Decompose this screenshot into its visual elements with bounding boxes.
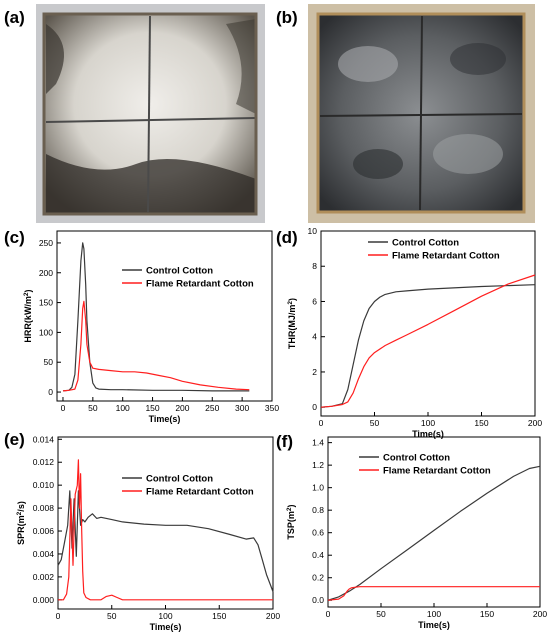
x-tick-label-f: 150 — [480, 609, 494, 619]
x-tick-label-c: 150 — [145, 403, 159, 413]
chart-e: 0 50 100 150 200 0.000 0.002 0.004 0.006 0.008 0.0… — [16, 434, 281, 632]
x-tick-label-c: 0 — [61, 403, 66, 413]
x-tick-label-d: 50 — [370, 418, 380, 428]
x-tick-label-e: 0 — [56, 611, 61, 621]
panel-label-f: (f) — [276, 432, 293, 451]
x-tick-label-c: 300 — [235, 403, 249, 413]
y-tick-label-f: 1.4 — [312, 438, 324, 448]
series-line-c-flame-retardant — [62, 300, 250, 392]
panel-label-c: (c) — [4, 228, 25, 247]
y-tick-label-f: 1.2 — [312, 460, 324, 470]
x-tick-label-d: 0 — [319, 418, 324, 428]
x-axis-title-c: Time(s) — [149, 414, 181, 424]
x-tick-label-d: 200 — [528, 418, 542, 428]
y-tick-label-e: 0.010 — [33, 480, 55, 490]
y-axis-title-d: THR(MJ/m2) — [287, 298, 298, 349]
x-tick-label-d: 150 — [474, 418, 488, 428]
series-line-e-flame-retardant — [58, 459, 273, 601]
x-tick-label-c: 50 — [88, 403, 98, 413]
x-tick-label-f: 0 — [326, 609, 331, 619]
x-tick-label-f: 50 — [376, 609, 386, 619]
series-line-d-control — [320, 284, 536, 408]
y-tick-label-c: 50 — [44, 357, 54, 367]
y-tick-label-f: 0.6 — [312, 528, 324, 538]
x-axis-title-d: Time(s) — [412, 429, 444, 439]
y-tick-label-e: 0.008 — [33, 503, 55, 513]
y-tick-label-d: 10 — [308, 226, 318, 236]
plot-frame-e — [57, 436, 274, 610]
y-tick-label-d: 2 — [312, 367, 317, 377]
legend-label-c-0: Control Cotton — [146, 266, 213, 277]
y-tick-label-f: 0.8 — [312, 505, 324, 515]
legend-label-e-0: Control Cotton — [146, 474, 213, 485]
series-line-f-flame-retardant — [327, 586, 540, 601]
x-tick-label-e: 150 — [212, 611, 226, 621]
y-tick-label-f: 0.2 — [312, 573, 324, 583]
y-tick-label-c: 100 — [39, 327, 53, 337]
y-tick-label-e: 0.002 — [33, 572, 55, 582]
y-tick-label-d: 8 — [312, 261, 317, 271]
y-tick-label-c: 200 — [39, 268, 53, 278]
y-tick-label-f: 1.0 — [312, 483, 324, 493]
x-tick-label-c: 250 — [205, 403, 219, 413]
y-tick-label-f: 0.0 — [312, 595, 324, 605]
x-axis-title-e: Time(s) — [150, 622, 182, 632]
legend-label-e-1: Flame Retardant Cotton — [146, 487, 254, 498]
y-axis-title-e: SPR(m2/s) — [16, 501, 27, 545]
y-tick-label-e: 0.012 — [33, 457, 55, 467]
y-axis-title-f: TSP(m2) — [286, 504, 297, 539]
y-tick-label-e: 0.004 — [33, 549, 55, 559]
panel-label-a: (a) — [4, 8, 25, 27]
x-tick-label-f: 100 — [427, 609, 441, 619]
y-tick-label-c: 150 — [39, 298, 53, 308]
flame-retardant-cotton-residue-photo — [308, 4, 535, 223]
y-tick-label-d: 0 — [312, 402, 317, 412]
series-line-f-control — [327, 465, 541, 601]
x-axis-title-f: Time(s) — [418, 620, 450, 630]
x-tick-label-e: 100 — [158, 611, 172, 621]
y-tick-label-c: 250 — [39, 238, 53, 248]
x-tick-label-f: 200 — [533, 609, 547, 619]
panel-label-d: (d) — [276, 228, 298, 247]
y-tick-label-f: 0.4 — [312, 550, 324, 560]
panel-label-e: (e) — [4, 430, 25, 449]
x-tick-label-d: 100 — [421, 418, 435, 428]
y-tick-label-d: 6 — [312, 296, 317, 306]
x-tick-label-c: 200 — [175, 403, 189, 413]
legend-label-f-1: Flame Retardant Cotton — [383, 466, 491, 477]
y-tick-label-e: 0.000 — [33, 595, 55, 605]
legend-label-d-0: Control Cotton — [392, 238, 459, 249]
panel-label-b: (b) — [276, 8, 298, 27]
chart-f: 0 50 100 150 200 0.0 0.2 0.4 0.6 0.8 1.0 1.2 1.4 Time… — [286, 436, 547, 630]
y-tick-label-d: 4 — [312, 332, 317, 342]
chart-c: 0 50 100 150 200 250 300 350 0 50 100 150 200 250 Time… — [23, 230, 279, 424]
y-tick-label-e: 0.006 — [33, 526, 55, 536]
legend-label-c-1: Flame Retardant Cotton — [146, 279, 254, 290]
x-tick-label-e: 200 — [266, 611, 280, 621]
x-tick-label-c: 100 — [116, 403, 130, 413]
plot-frame-c — [56, 230, 273, 402]
x-tick-label-e: 50 — [107, 611, 117, 621]
y-tick-label-c: 0 — [48, 387, 53, 397]
series-line-d-flame-retardant — [320, 274, 536, 408]
chart-d: 0 50 100 150 200 0 2 4 6 8 10 Time(s) THR(MJ/m2) Cont… — [287, 226, 543, 439]
x-tick-label-c: 350 — [265, 403, 279, 413]
y-axis-title-c: HRR(kW/m2) — [23, 289, 34, 342]
legend-label-d-1: Flame Retardant Cotton — [392, 251, 500, 262]
legend-label-f-0: Control Cotton — [383, 453, 450, 464]
series-line-e-control — [57, 490, 274, 593]
y-tick-label-e: 0.014 — [33, 434, 55, 444]
control-cotton-residue-photo — [36, 4, 265, 223]
